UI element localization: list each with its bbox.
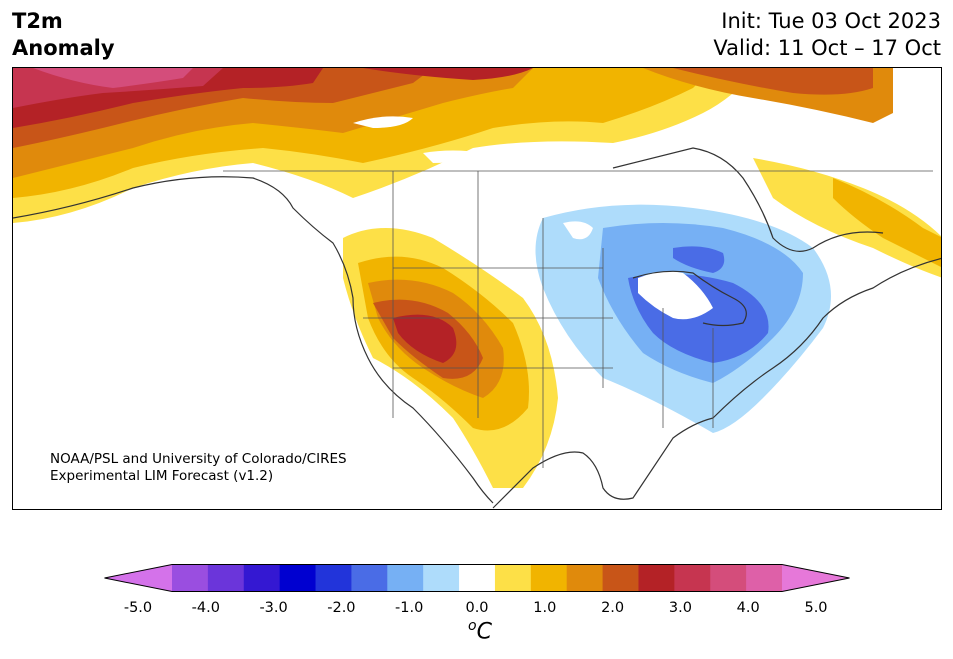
colorbar-bin <box>315 564 352 592</box>
colorbar-bin <box>423 564 460 592</box>
forecast-dates: Init: Tue 03 Oct 2023 Valid: 11 Oct – 17… <box>713 8 941 62</box>
colorbar-bin <box>494 564 532 592</box>
colorbar-bin <box>602 564 639 592</box>
neutral-patches <box>353 116 713 320</box>
colorbar-tick-label: 3.0 <box>668 600 692 616</box>
colorbar-tick-label: -3.0 <box>259 600 288 616</box>
coastlines <box>13 147 941 509</box>
colorbar-tick-label: 4.0 <box>736 600 760 616</box>
colorbar-svg <box>104 564 850 592</box>
colorbar-bin <box>566 564 604 592</box>
valid-range: Valid: 11 Oct – 17 Oct <box>713 36 941 60</box>
colorbar-bin <box>172 564 209 592</box>
colorbar-bin <box>530 564 568 592</box>
title-line-2: Anomaly <box>12 36 115 60</box>
warm-anomaly-north <box>13 68 941 278</box>
credit-line-1: NOAA/PSL and University of Colorado/CIRE… <box>50 451 347 467</box>
colorbar-bin <box>459 564 496 592</box>
colorbar-tick-label: -2.0 <box>327 600 356 616</box>
colorbar-tick-label: -5.0 <box>123 600 153 616</box>
colorbar-tick-label: -4.0 <box>191 600 220 616</box>
colorbar-tick-label: -1.0 <box>395 600 424 616</box>
credit-text: NOAA/PSL and University of Colorado/CIRE… <box>50 451 347 485</box>
colorbar-bin <box>710 564 747 592</box>
init-date: Init: Tue 03 Oct 2023 <box>721 9 941 33</box>
colorbar-bin <box>387 564 424 592</box>
credit-line-2: Experimental LIM Forecast (v1.2) <box>50 468 274 484</box>
warm-anomaly-west <box>343 228 558 488</box>
colorbar-tick-label: 1.0 <box>533 600 557 616</box>
colorbar-unit: oC <box>455 618 505 644</box>
colorbar-tick-label: 2.0 <box>601 600 625 616</box>
colorbar-bin <box>638 564 675 592</box>
unit-degree: o <box>468 618 477 634</box>
state-borders <box>223 170 933 468</box>
title-line-1: T2m <box>12 9 63 33</box>
colorbar <box>104 564 850 592</box>
colorbar-bin <box>207 564 245 592</box>
anomaly-map: NOAA/PSL and University of Colorado/CIRE… <box>12 67 942 510</box>
colorbar-bin <box>351 564 388 592</box>
colorbar-extend-low <box>104 564 172 592</box>
colorbar-bin <box>243 564 281 592</box>
unit-letter: C <box>476 619 492 645</box>
map-title: T2m Anomaly <box>12 8 115 62</box>
colorbar-bin <box>279 564 317 592</box>
colorbar-tick-label: 0.0 <box>465 600 489 616</box>
colorbar-extend-high <box>782 564 850 592</box>
map-canvas <box>13 68 941 509</box>
colorbar-ticks: -5.0 -4.0 -3.0 -2.0 -1.0 0.0 1.0 2.0 3.0 4.0 5.0 <box>0 600 953 620</box>
colorbar-outline <box>104 564 850 592</box>
colorbar-bin <box>746 564 783 592</box>
colorbar-bin <box>674 564 711 592</box>
colorbar-tick-label: 5.0 <box>804 600 828 616</box>
